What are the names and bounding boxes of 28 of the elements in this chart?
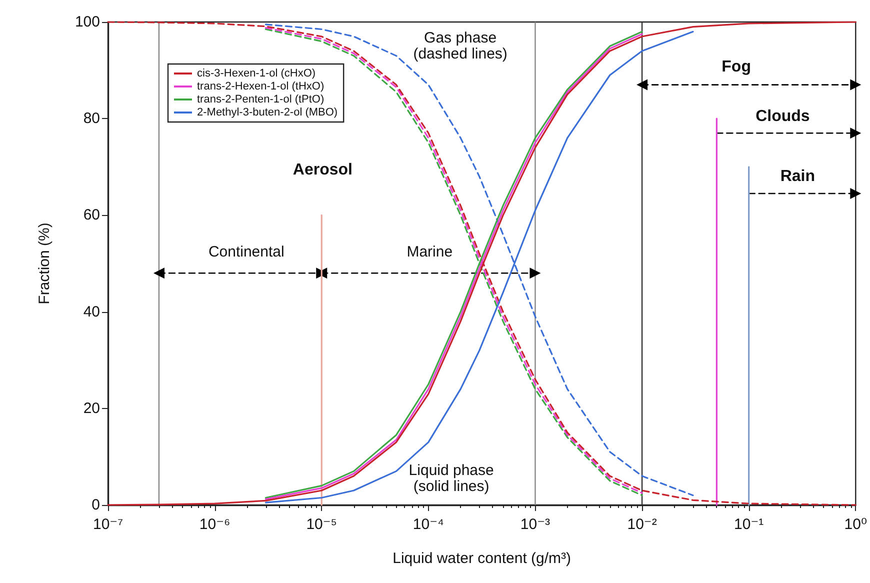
y-tick-label: 40 [83, 303, 100, 320]
annotation: Gas phase (dashed lines) [413, 30, 508, 63]
x-tick-label: 10⁻⁶ [199, 516, 230, 533]
annotation: Rain [780, 168, 815, 186]
legend-label: 2-Methyl-3-buten-2-ol (MBO) [197, 106, 338, 118]
x-axis-title: Liquid water content (g/m³) [392, 550, 572, 567]
y-tick-label: 20 [83, 400, 100, 417]
y-tick-label: 0 [92, 496, 100, 514]
x-tick-label: 10⁻¹ [734, 516, 764, 533]
annotation: Continental [208, 243, 284, 260]
y-tick-label: 60 [83, 206, 100, 224]
legend-label: trans-2-Penten-1-ol (tPtO) [197, 94, 324, 106]
legend-label: cis-3-Hexen-1-ol (cHxO) [197, 68, 316, 80]
x-tick-label: 10⁰ [844, 516, 868, 533]
x-tick-label: 10⁻⁴ [412, 516, 444, 533]
annotation: Clouds [756, 108, 810, 126]
y-tick-label: 80 [83, 110, 100, 128]
annotation: Liquid phase (solid lines) [408, 462, 494, 495]
x-tick-label: 10⁻³ [520, 516, 550, 533]
legend-label: trans-2-Hexen-1-ol (tHxO) [197, 80, 324, 92]
x-tick-label: 10⁻⁵ [306, 516, 338, 533]
x-tick-label: 10⁻⁷ [92, 516, 124, 533]
annotation: Aerosol [292, 161, 352, 178]
annotation: Fog [722, 58, 751, 76]
y-tick-label: 100 [74, 14, 100, 30]
x-tick-label: 10⁻² [627, 516, 657, 533]
annotation: Marine [406, 243, 453, 260]
y-axis-title: Fraction (%) [36, 222, 53, 304]
